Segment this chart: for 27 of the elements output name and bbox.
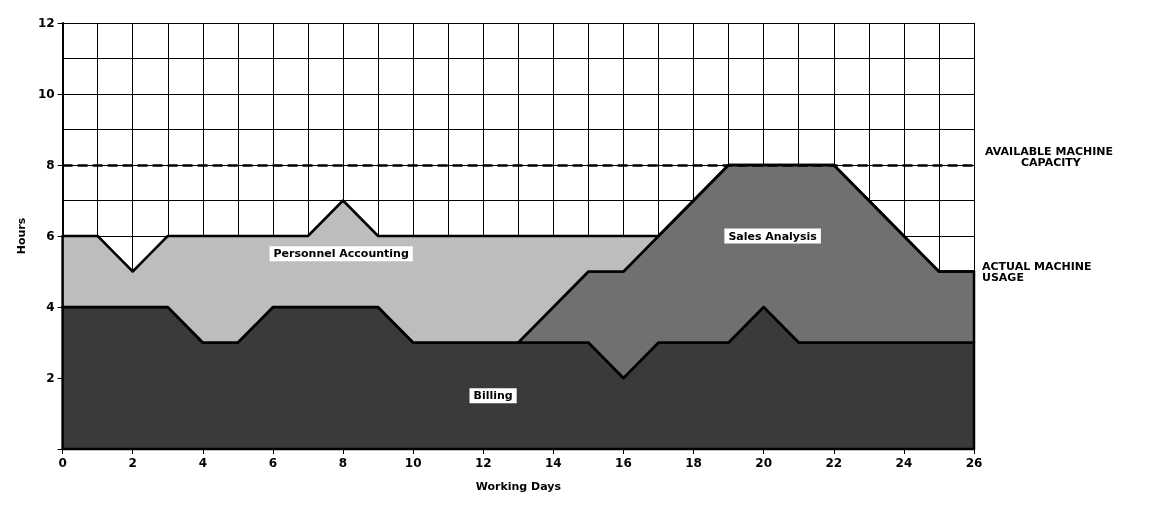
x-tick-label: 18 — [685, 456, 702, 470]
series-label: Personnel Accounting — [273, 247, 409, 261]
y-tick-label: 4 — [46, 300, 55, 314]
x-tick-label: 10 — [404, 456, 422, 470]
y-tick-label: 6 — [46, 229, 55, 243]
x-tick-label: 22 — [825, 456, 843, 470]
x-tick-label: 16 — [615, 456, 632, 470]
ref-line-label: AVAILABLE MACHINE CAPACITY — [985, 145, 1113, 169]
x-tick-label: 4 — [198, 456, 207, 470]
y-axis-title: Hours — [15, 217, 28, 255]
y-tick-label: 8 — [46, 158, 55, 172]
x-tick-label: 24 — [895, 456, 913, 470]
x-tick-label: 6 — [268, 456, 278, 470]
y-tick-label: 10 — [37, 87, 55, 101]
series-label: Sales Analysis — [728, 229, 818, 243]
x-tick-label: 0 — [58, 456, 67, 470]
x-tick-label: 12 — [474, 456, 492, 470]
y-tick-label: 2 — [46, 371, 55, 385]
x-tick-label: 8 — [338, 456, 348, 470]
x-tick-label: 14 — [545, 456, 562, 470]
x-tick-label: 2 — [128, 456, 137, 470]
x-tick-label: 26 — [965, 456, 983, 470]
y-tick-label: 12 — [37, 16, 55, 30]
series-label: Billing — [473, 389, 513, 403]
x-tick-label: 20 — [755, 456, 773, 470]
annotation: ACTUAL MACHINE USAGE — [982, 259, 1096, 284]
x-axis-title: Working Days — [475, 480, 562, 493]
